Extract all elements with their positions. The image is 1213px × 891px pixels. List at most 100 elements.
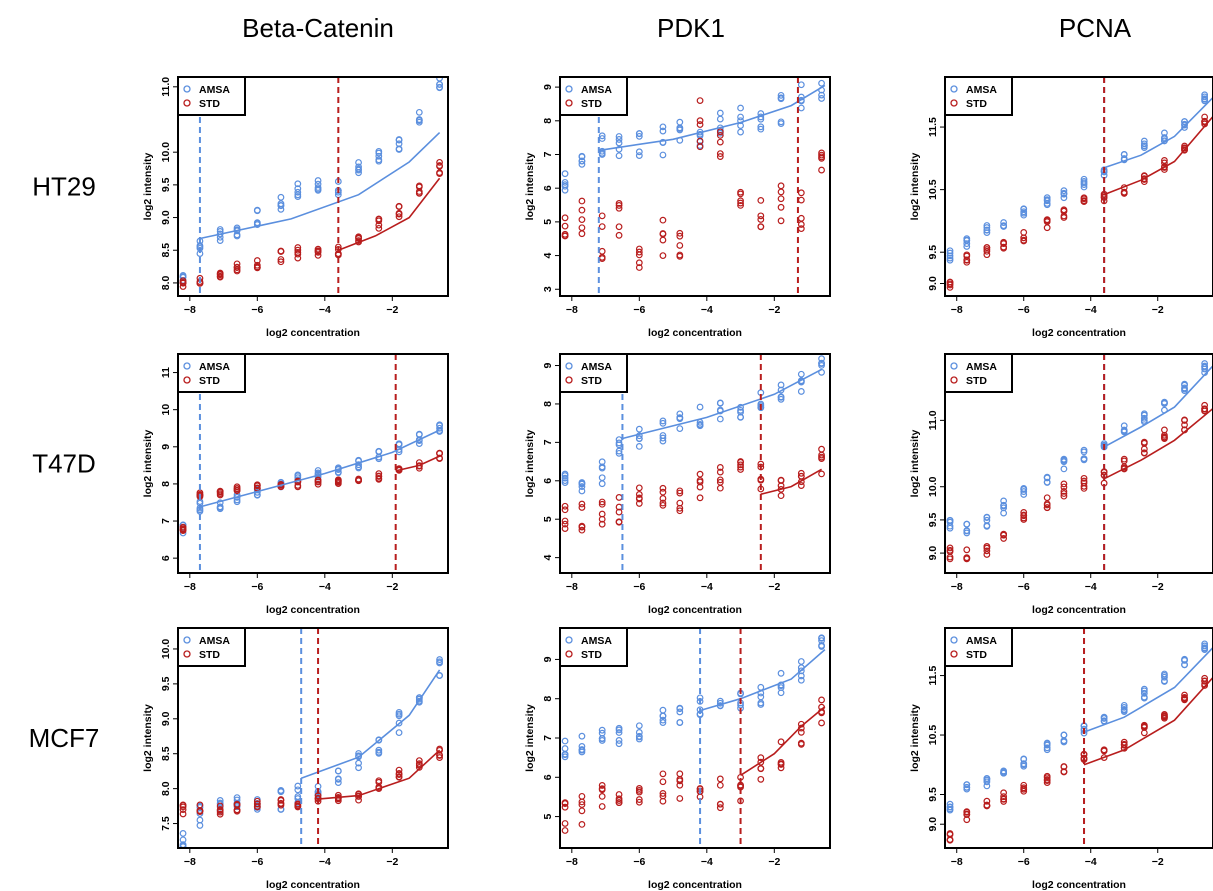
data-point [561,474,569,482]
data-point [1120,457,1128,465]
data-point [1060,490,1068,497]
data-point [314,186,322,194]
data-point [375,746,383,754]
data-point [294,246,302,254]
data-point [946,524,954,532]
data-point [757,223,765,231]
data-point [1161,134,1168,141]
data-point [737,199,744,207]
data-point [676,708,684,716]
data-point [1060,465,1068,473]
x-tick-label: −4 [1085,581,1097,593]
data-point [659,138,667,146]
data-point [395,210,403,218]
x-tick-label: −2 [1152,856,1164,868]
data-point [395,203,403,211]
data-point [436,656,443,663]
data-point [375,156,383,164]
data-point [1020,486,1028,493]
data-point [615,729,623,736]
data-point [395,440,403,448]
data-point [615,200,623,207]
data-point [1020,785,1028,793]
y-tick-label: 8.5 [160,746,172,761]
data-point [1000,219,1008,226]
y-tick-label: 9.5 [927,245,939,260]
y-tick-label: 9.0 [160,210,172,225]
legend-label: AMSA [966,84,997,96]
data-point [415,108,423,116]
data-point [716,115,724,123]
data-point [635,785,643,792]
data-point [578,748,586,756]
data-point [179,801,187,809]
data-point [578,206,586,214]
data-point [946,256,954,264]
data-point [598,474,606,482]
data-point [820,77,823,78]
y-tick-label: 10.5 [927,725,939,746]
data-point [1140,449,1148,457]
data-point [777,395,785,403]
x-tick-label: −6 [251,304,263,316]
legend: AMSA STD [944,627,1013,667]
plot-frame [559,76,831,297]
data-point [578,160,586,168]
data-point [983,229,991,237]
data-point [1140,144,1148,151]
data-point [983,516,991,524]
data-point [415,440,423,447]
data-point [635,264,643,271]
data-point [659,434,667,442]
data-point [314,177,322,184]
x-tick-label: −8 [951,856,963,868]
data-point [635,722,643,730]
data-point [1020,491,1028,498]
data-point [395,766,403,774]
data-point [676,770,684,778]
y-tick-label: 9.5 [927,787,939,802]
data-point [659,236,667,244]
data-point [578,820,586,828]
data-point [598,520,606,528]
data-point [375,152,383,160]
data-point [436,422,443,430]
legend-box [944,76,1013,116]
data-point [561,737,569,745]
data-point [737,113,744,121]
legend: AMSA STD [177,627,246,667]
x-tick-label: −6 [633,304,645,316]
data-point [1000,504,1008,512]
chart-panel: −8 −6 −4 −2 6 7 8 9 10 11 log2 concentration log2 i… [142,353,449,616]
data-point [1043,478,1051,486]
x-axis-label: log2 concentration [266,327,360,339]
data-point [1080,175,1088,183]
data-point [818,451,825,459]
fit-line [1103,96,1213,169]
data-point [946,830,954,837]
data-point [716,804,724,812]
data-point [334,775,342,783]
data-point [737,466,744,473]
data-point [179,279,187,286]
legend-label: AMSA [199,361,230,373]
data-point [561,800,569,808]
data-point [737,188,744,196]
legend-marker [565,650,573,658]
data-point [696,121,704,128]
data-point [615,136,623,143]
data-point [983,544,991,552]
data-point [615,204,623,212]
row-label: MCF7 [29,723,100,753]
data-point [196,807,204,815]
data-point [294,180,302,188]
data-point [1060,187,1068,195]
data-point [1161,673,1168,681]
data-point [436,672,443,680]
data-point [676,781,684,789]
data-point [1043,473,1051,481]
data-point [415,757,423,765]
data-point [1060,763,1068,771]
x-tick-label: −8 [566,581,578,593]
data-point [615,133,623,140]
